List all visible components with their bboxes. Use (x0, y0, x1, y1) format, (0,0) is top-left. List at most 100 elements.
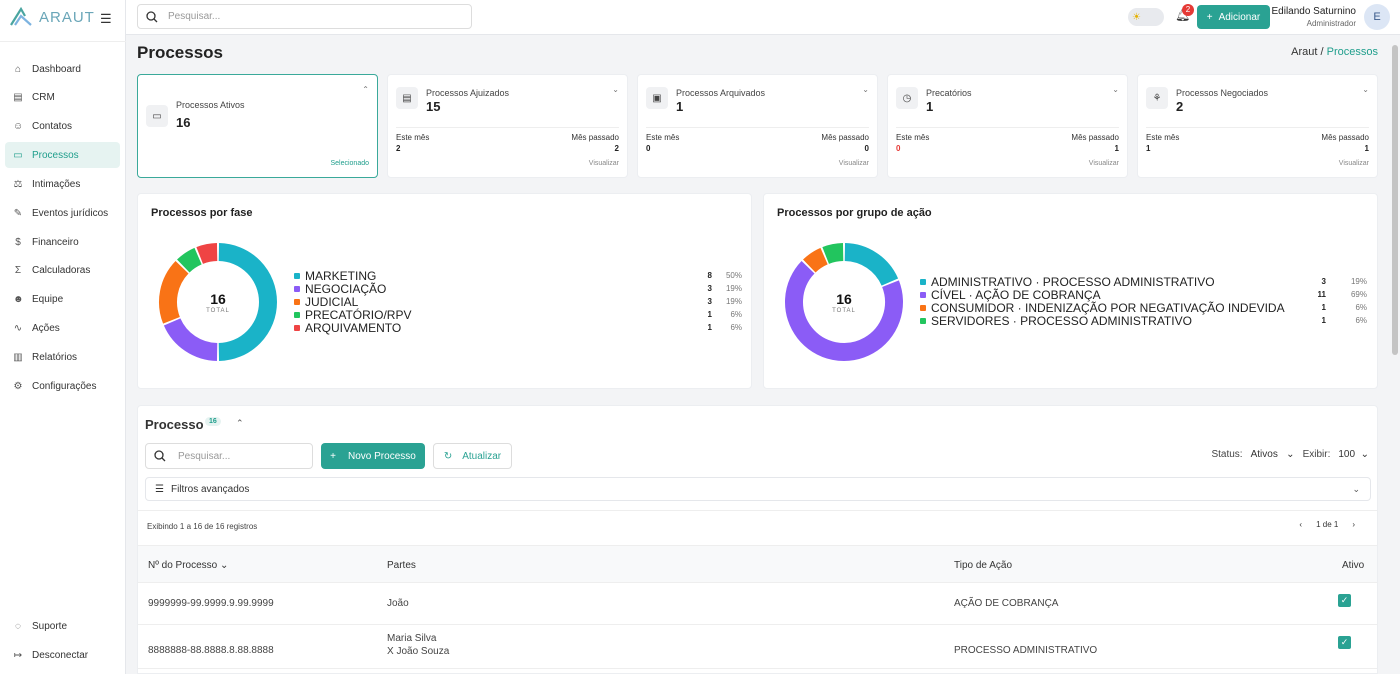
legend-swatch (294, 298, 300, 305)
donut-slice-3[interactable] (177, 247, 202, 273)
legend-count: 3 (707, 297, 712, 306)
sidebar-item-equipe[interactable]: ☻ Equipe (5, 286, 120, 312)
chevron-down-icon[interactable]: ⌄ (612, 85, 619, 94)
donut-slice-3[interactable] (822, 243, 844, 264)
sidebar-item-financeiro[interactable]: $ Financeiro (5, 229, 120, 255)
donut-slice-1[interactable] (163, 317, 218, 361)
donut-slice-1[interactable] (785, 261, 903, 361)
donut-total-value: 16 (836, 291, 852, 307)
stat-card-processos-arquivados[interactable]: ▣ Processos Arquivados 1 ⌄ Este mês 0 Mê… (637, 74, 878, 178)
show-value: 100 (1338, 449, 1356, 460)
legend-label: SERVIDORES · PROCESSO ADMINISTRATIVO (931, 313, 1192, 328)
chevron-down-icon[interactable]: ⌄ (862, 85, 869, 94)
sidebar-item-desconectar[interactable]: ↦ Desconectar (5, 642, 120, 668)
logo[interactable]: ARAUT (9, 7, 95, 27)
this-month-label: Este mês (396, 133, 430, 142)
search-icon (146, 10, 158, 22)
column-header-numero[interactable]: Nº do Processo ⌄ (148, 560, 228, 571)
menu-toggle-icon[interactable]: ☰ (100, 11, 112, 26)
donut-slice-2[interactable] (159, 261, 189, 324)
sidebar-item-a-es[interactable]: ∿ Ações (5, 315, 120, 341)
donut-total-label: TOTAL (206, 308, 230, 314)
this-month-value: 2 (396, 144, 401, 153)
status-select[interactable]: Ativos ⌄ (1251, 449, 1295, 460)
numero-cell[interactable]: 9999999-99.9999.9.99.9999 (148, 598, 274, 609)
stat-value: 1 (926, 99, 934, 114)
table-row[interactable]: 8888888-88.8888.8.88.8888 Maria Silva X J… (138, 625, 1377, 669)
search-icon (154, 450, 166, 462)
partes-cell: Maria Silva (387, 633, 437, 644)
clock-icon: ◷ (896, 87, 918, 109)
donut-slice-0[interactable] (844, 243, 899, 287)
sidebar-item-processos[interactable]: ▭ Processos (5, 142, 120, 168)
stat-card-processos-ativos[interactable]: ▭ Processos Ativos 16 ⌃ Selecionado (137, 74, 378, 178)
stat-card-processos-ajuizados[interactable]: ▤ Processos Ajuizados 15 ⌄ Este mês 2 Mê… (387, 74, 628, 178)
view-link[interactable]: Visualizar (1088, 160, 1119, 167)
sidebar-item-suporte[interactable]: ◌ Suporte (5, 613, 120, 639)
sidebar-item-label: Intimações (32, 178, 81, 190)
stat-card-precat-rios[interactable]: ◷ Precatórios 1 ⌄ Este mês 0 Mês passado… (887, 74, 1128, 178)
sidebar-item-contatos[interactable]: ☺ Contatos (5, 113, 120, 139)
view-link[interactable]: Visualizar (1338, 160, 1369, 167)
archive-icon: ▣ (646, 87, 668, 109)
global-search-input[interactable]: Pesquisar... (137, 4, 472, 29)
advanced-filters-toggle[interactable]: ☰ Filtros avançados ⌄ (145, 477, 1371, 501)
sidebar-nav: ⌂ Dashboard ▤ CRM ☺ Contatos ▭ Processos ⚖ Intima… (0, 41, 126, 392)
view-link[interactable]: Visualizar (588, 160, 619, 167)
legend-item: CÍVEL · AÇÃO DE COBRANÇA (920, 288, 1101, 302)
chevron-up-icon[interactable]: ⌃ (362, 85, 369, 94)
donut-slice-4[interactable] (196, 243, 218, 264)
sidebar-item-label: Suporte (32, 620, 68, 632)
table-row[interactable]: 9999999-99.9999.9.99.9999 João AÇÃO DE C… (138, 583, 1377, 625)
user-info[interactable]: Edilando Saturnino Administrador (1271, 6, 1356, 28)
show-select[interactable]: 100 ⌄ (1338, 449, 1369, 460)
legend-swatch (294, 285, 300, 292)
legend-count: 8 (707, 271, 712, 280)
add-button[interactable]: + Adicionar (1197, 5, 1270, 29)
prev-page-icon[interactable]: ‹ (1299, 520, 1303, 529)
sidebar-item-relat-rios[interactable]: ▥ Relatórios (5, 344, 120, 370)
sidebar-item-configura-es[interactable]: ⚙ Configurações (5, 373, 120, 399)
table-search-input[interactable]: Pesquisar... (145, 443, 313, 469)
page-scrollbar[interactable] (1392, 45, 1398, 355)
donut-slice-0[interactable] (218, 243, 277, 361)
legend-count: 3 (1321, 277, 1326, 286)
gear-icon: ⚙ (13, 380, 23, 392)
stat-value: 1 (676, 99, 684, 114)
donut-slice-2[interactable] (803, 247, 828, 273)
sidebar-item-intima-es[interactable]: ⚖ Intimações (5, 171, 120, 197)
sidebar-item-label: Ações (32, 322, 60, 334)
stat-value: 16 (176, 115, 191, 130)
stat-card-processos-negociados[interactable]: ⚘ Processos Negociados 2 ⌄ Este mês 1 Mê… (1137, 74, 1378, 178)
breadcrumb-current: Processos (1326, 46, 1378, 58)
next-page-icon[interactable]: › (1352, 520, 1355, 529)
legend-count: 1 (1321, 316, 1326, 325)
legend-label: MARKETING (305, 268, 377, 283)
chart-card-fase: Processos por fase 16 TOTAL MARKETING 8 50… (137, 193, 752, 389)
user-role: Administrador (1306, 19, 1356, 28)
sidebar-item-crm[interactable]: ▤ CRM (5, 84, 120, 110)
chart-title-fase: Processos por fase (151, 207, 253, 219)
refresh-button[interactable]: ↻ Atualizar (433, 443, 512, 469)
active-checkbox[interactable]: ✓ (1338, 636, 1351, 649)
chevron-down-icon[interactable]: ⌄ (1112, 85, 1119, 94)
sidebar-item-eventos-jur-dicos[interactable]: ✎ Eventos jurídicos (5, 200, 120, 226)
sidebar-item-dashboard[interactable]: ⌂ Dashboard (5, 56, 120, 82)
sidebar-item-calculadoras[interactable]: Σ Calculadoras (5, 257, 120, 283)
legend-label: NEGOCIAÇÃO (305, 281, 387, 296)
avatar[interactable]: E (1364, 4, 1390, 30)
page-title: Processos (137, 43, 223, 62)
new-process-button[interactable]: + Novo Processo (321, 443, 425, 469)
tipo-cell: PROCESSO ADMINISTRATIVO (954, 645, 1098, 656)
new-process-label: Novo Processo (348, 450, 416, 462)
legend-label: ADMINISTRATIVO · PROCESSO ADMINISTRATIVO (931, 274, 1215, 289)
active-checkbox[interactable]: ✓ (1338, 594, 1351, 607)
chevron-down-icon[interactable]: ⌄ (1362, 85, 1369, 94)
theme-toggle[interactable]: ☀ (1128, 8, 1164, 26)
chevron-up-icon[interactable]: ⌃ (236, 418, 244, 428)
plus-icon: + (1206, 11, 1213, 23)
view-link[interactable]: Visualizar (838, 160, 869, 167)
breadcrumb-root[interactable]: Araut / (1291, 46, 1324, 58)
numero-cell[interactable]: 8888888-88.8888.8.88.8888 (148, 645, 274, 656)
column-header-partes: Partes (387, 560, 416, 571)
